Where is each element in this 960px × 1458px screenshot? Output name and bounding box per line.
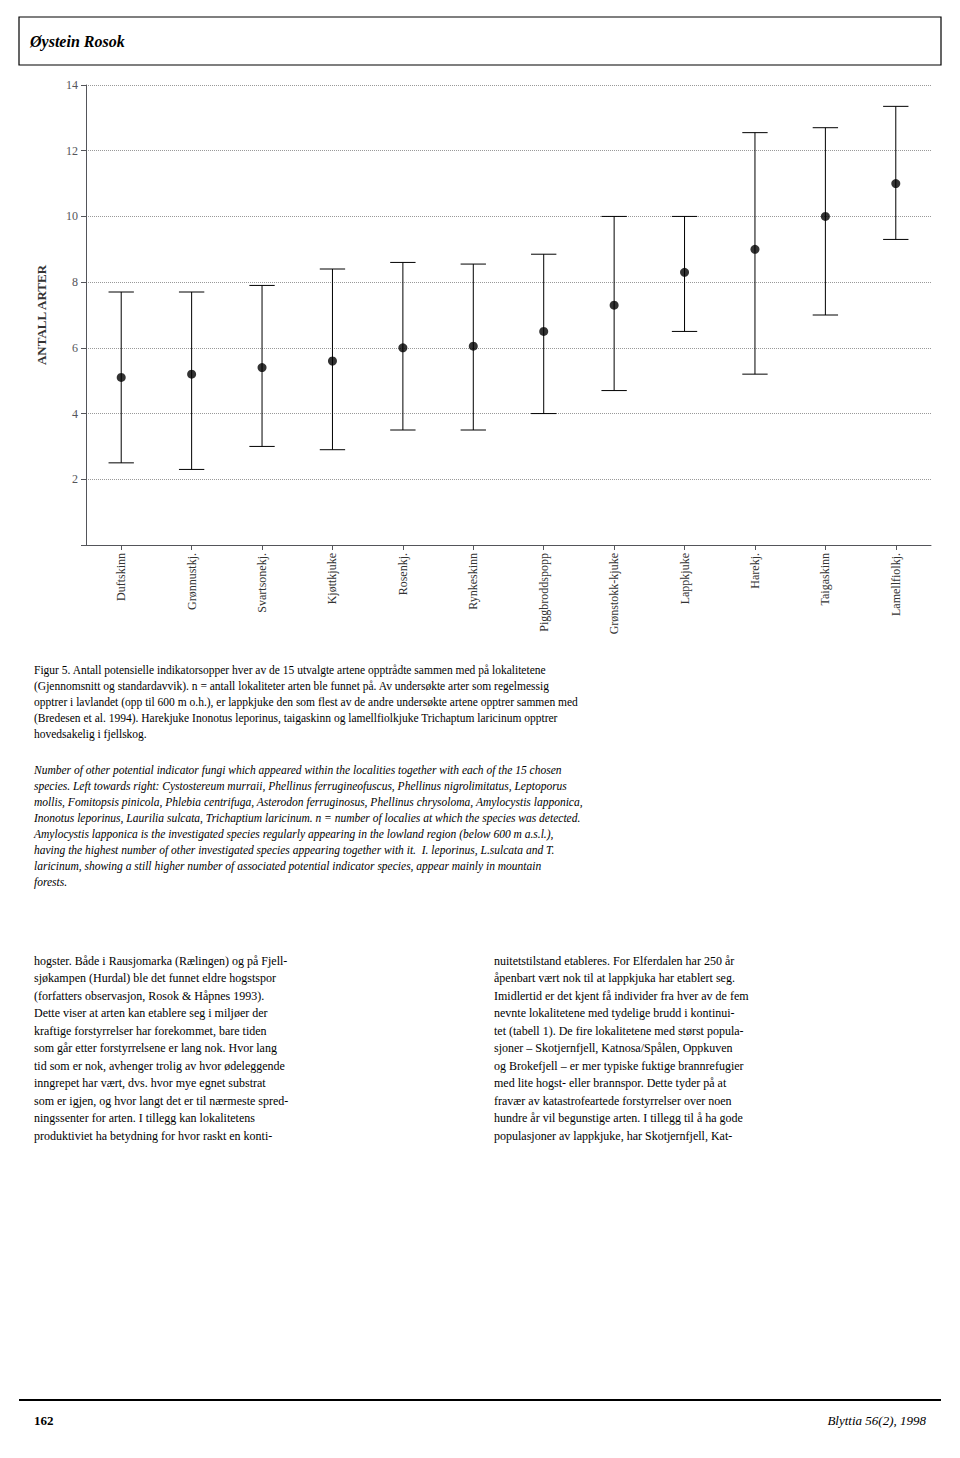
svg-text:laricinum, showing a still hig: laricinum, showing a still higher number…: [34, 860, 541, 873]
svg-text:opptrer i lavlandet (opp til 6: opptrer i lavlandet (opp til 600 m o.h.)…: [34, 696, 578, 709]
svg-text:sjøkampen (Hurdal) ble det fun: sjøkampen (Hurdal) ble det funnet eldre …: [34, 971, 276, 985]
svg-text:kraftige forstyrrelser har for: kraftige forstyrrelser har forekommet, b…: [34, 1024, 267, 1038]
svg-text:nevnte lokalitetene med tydeli: nevnte lokalitetene med tydelige brudd i…: [494, 1006, 735, 1020]
svg-text:tet (tabell 1). De fire lokali: tet (tabell 1). De fire lokalitetene med…: [494, 1024, 744, 1038]
svg-text:som er igjen, og hvor langt de: som er igjen, og hvor langt det er til n…: [34, 1094, 288, 1108]
svg-text:6: 6: [72, 341, 78, 355]
svg-text:(Gjennomsnitt og standardavvik: (Gjennomsnitt og standardavvik). n = ant…: [34, 680, 549, 693]
svg-text:fravær av katastrofeartede for: fravær av katastrofeartede forstyrrelser…: [494, 1094, 732, 1108]
svg-text:Kjøttkjuke: Kjøttkjuke: [325, 553, 339, 604]
svg-text:Harekj.: Harekj.: [748, 553, 762, 589]
svg-text:forests.: forests.: [34, 876, 67, 889]
svg-text:åpenbart vært nok til at lappk: åpenbart vært nok til at lappkjuka har e…: [494, 971, 735, 985]
svg-text:Number of other potential indi: Number of other potential indicator fung…: [33, 764, 562, 777]
svg-text:Lappkjuke: Lappkjuke: [678, 553, 692, 604]
svg-text:Figur 5. Antall potensielle in: Figur 5. Antall potensielle indikatorsop…: [34, 664, 546, 677]
svg-text:(forfatters observasjon, Rosok: (forfatters observasjon, Rosok & Håpnes …: [34, 989, 264, 1003]
svg-text:2: 2: [72, 472, 78, 486]
svg-text:med lite hogst- eller brannspo: med lite hogst- eller brannspor. Dette t…: [494, 1076, 727, 1090]
svg-text:sjoner – Skotjernfjell, Katnos: sjoner – Skotjernfjell, Katnosa/Spålen, …: [494, 1041, 733, 1055]
svg-text:Lamellfiolkj.: Lamellfiolkj.: [889, 553, 903, 616]
svg-text:Dette viser at arten kan etabl: Dette viser at arten kan etablere seg i …: [34, 1006, 268, 1020]
svg-text:som går etter forstyrrelsene e: som går etter forstyrrelsene er lang nok…: [34, 1041, 277, 1055]
svg-text:8: 8: [72, 275, 78, 289]
svg-text:having the highest number of o: having the highest number of other inves…: [34, 844, 554, 857]
svg-text:og Brokefjell – er mer typiske: og Brokefjell – er mer typiske fuktige b…: [494, 1059, 744, 1073]
svg-text:Duftskinn: Duftskinn: [114, 553, 128, 601]
svg-text:Svartsonekj.: Svartsonekj.: [255, 553, 269, 613]
svg-text:(Bredesen et al. 1994). Harekj: (Bredesen et al. 1994). Harekjuke Inonot…: [34, 712, 558, 725]
svg-text:Grønnustkj.: Grønnustkj.: [185, 553, 199, 610]
svg-text:4: 4: [72, 407, 78, 421]
svg-text:species. Left towards right: C: species. Left towards right: Cystostereu…: [34, 780, 567, 793]
svg-text:hogster. Både i Rausjomarka (R: hogster. Både i Rausjomarka (Rælingen) o…: [34, 954, 287, 968]
svg-text:12: 12: [66, 144, 78, 158]
svg-text:10: 10: [66, 209, 78, 223]
svg-text:inngrepet har vært, dvs. hvor: inngrepet har vært, dvs. hvor mye egnet …: [34, 1076, 266, 1090]
svg-text:Taigaskinn: Taigaskinn: [818, 553, 832, 605]
svg-text:14: 14: [66, 78, 78, 92]
svg-text:Piggbroddspopp: Piggbroddspopp: [537, 553, 551, 632]
svg-text:hovedsakelig i fjellskog.: hovedsakelig i fjellskog.: [34, 728, 147, 741]
svg-text:Grønstokk-kjuke: Grønstokk-kjuke: [607, 553, 621, 634]
svg-text:populasjoner av lappkjuke, har: populasjoner av lappkjuke, har Skotjernf…: [494, 1129, 732, 1143]
svg-text:hundre år vil begunstige arten: hundre år vil begunstige arten. I tilleg…: [494, 1111, 743, 1125]
svg-text:nuitetstilstand etableres. For: nuitetstilstand etableres. For Elferdale…: [494, 954, 734, 968]
svg-text:Amylocystis lapponica is the i: Amylocystis lapponica is the investigate…: [33, 828, 554, 841]
svg-text:Inonotus leporinus, Laurilia s: Inonotus leporinus, Laurilia sulcata, Tr…: [33, 812, 580, 825]
svg-text:Øystein Rosok: Øystein Rosok: [29, 33, 125, 51]
svg-text:Rosenkj.: Rosenkj.: [396, 553, 410, 595]
svg-text:162: 162: [34, 1413, 54, 1428]
svg-text:ANTALL ARTER: ANTALL ARTER: [34, 264, 49, 365]
svg-text:Blyttia 56(2), 1998: Blyttia 56(2), 1998: [827, 1413, 926, 1428]
svg-text:tid som er nok, avhenger troli: tid som er nok, avhenger trolig av hvor …: [34, 1059, 285, 1073]
svg-text:mollis, Fomitopsis pinicola, P: mollis, Fomitopsis pinicola, Phlebia cen…: [34, 796, 583, 809]
svg-text:Rynkeskinn: Rynkeskinn: [466, 553, 480, 610]
svg-text:Imidlertid er det kjent få ind: Imidlertid er det kjent få individer fra…: [494, 989, 749, 1003]
svg-text:produktiviet ha betydning for: produktiviet ha betydning for hvor raskt…: [34, 1129, 272, 1143]
svg-text:ningssenter for arten. I tille: ningssenter for arten. I tillegg kan lok…: [34, 1111, 255, 1125]
